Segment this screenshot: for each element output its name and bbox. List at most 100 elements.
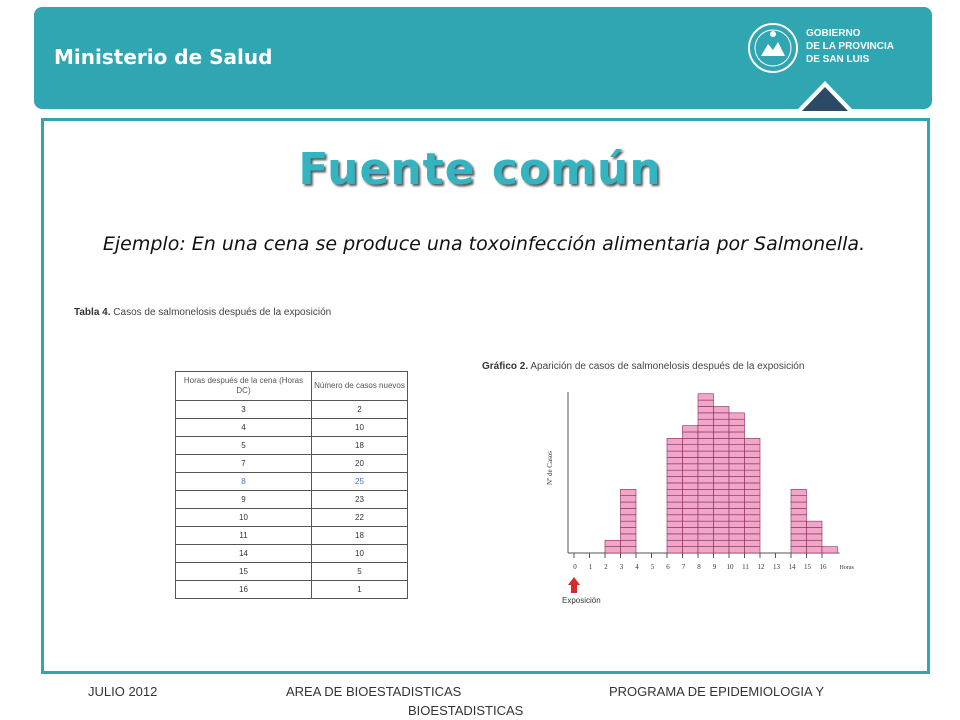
case-cell [697, 393, 714, 401]
case-cell [713, 520, 730, 528]
case-cell [682, 425, 699, 433]
case-cell [713, 431, 730, 439]
gov-line-2: DE LA PROVINCIA [806, 41, 894, 52]
case-cell [666, 476, 683, 484]
case-cell [713, 418, 730, 426]
footer-date: JULIO 2012 [88, 684, 158, 699]
table-cell-hours: 10 [175, 508, 312, 527]
case-cell [666, 514, 683, 522]
case-cell [713, 469, 730, 477]
case-cell [744, 482, 761, 490]
table-cell-cases: 20 [311, 454, 408, 473]
case-cell [713, 539, 730, 547]
table-header-row: Horas después de la cena (Horas DC) Núme… [175, 371, 408, 401]
case-cell [682, 546, 699, 554]
case-cell [620, 533, 637, 541]
case-cell [728, 457, 745, 465]
case-cell [697, 488, 714, 496]
x-tick-label: 7 [682, 563, 686, 571]
case-cell [728, 476, 745, 484]
x-tick-label: 12 [758, 563, 766, 571]
header-corner-decoration [796, 81, 854, 111]
case-cell [666, 527, 683, 535]
case-cell [744, 533, 761, 541]
table-cell-cases: 5 [311, 562, 408, 581]
chart-caption-text: Aparición de casos de salmonelosis despu… [530, 361, 805, 372]
x-tick-label: 2 [604, 563, 608, 571]
case-cell [666, 539, 683, 547]
case-cell [806, 533, 823, 541]
case-cell [697, 418, 714, 426]
case-cell [790, 539, 807, 547]
case-cell [697, 546, 714, 554]
histogram-bar [604, 539, 621, 554]
case-cell [682, 488, 699, 496]
case-cell [697, 514, 714, 522]
case-cell [713, 412, 730, 420]
case-cell [713, 425, 730, 433]
case-cell [620, 501, 637, 509]
case-cell [728, 450, 745, 458]
case-cell [697, 463, 714, 471]
case-cell [744, 469, 761, 477]
table-row: 11 18 [175, 526, 408, 545]
case-cell [666, 463, 683, 471]
case-cell [713, 533, 730, 541]
case-cell [744, 457, 761, 465]
case-cell [666, 444, 683, 452]
case-cell [682, 438, 699, 446]
table-cell-hours: 16 [175, 580, 312, 599]
case-cell [713, 438, 730, 446]
case-cell [744, 514, 761, 522]
table-cell-cases: 1 [311, 580, 408, 599]
case-cell [713, 501, 730, 509]
case-cell [666, 501, 683, 509]
case-cell [697, 431, 714, 439]
case-cell [806, 527, 823, 535]
case-cell [697, 508, 714, 516]
case-cell [697, 399, 714, 407]
case-cell [713, 450, 730, 458]
case-cell [620, 495, 637, 503]
case-cell [744, 520, 761, 528]
case-cell [728, 539, 745, 547]
histogram-bar [790, 488, 807, 554]
x-tick-label: 11 [742, 563, 749, 571]
table-cell-cases: 25 [311, 472, 408, 491]
case-cell [728, 495, 745, 503]
header-banner: Ministerio de Salud GOBIERNO DE LA PROVI… [34, 7, 932, 111]
table-cell-cases: 18 [311, 436, 408, 455]
case-cell [821, 546, 838, 554]
case-cell [620, 520, 637, 528]
case-cell [744, 444, 761, 452]
case-cell [666, 546, 683, 554]
histogram-bar [821, 546, 838, 554]
case-cell [620, 527, 637, 535]
histogram-bar [744, 438, 761, 554]
case-cell [666, 482, 683, 490]
table-cell-cases: 23 [311, 490, 408, 509]
case-cell [744, 495, 761, 503]
case-cell [604, 539, 621, 547]
case-cell [666, 450, 683, 458]
case-cell [713, 476, 730, 484]
x-tick-label: 9 [713, 563, 717, 571]
case-cell [790, 495, 807, 503]
case-cell [682, 539, 699, 547]
table-row: 8 25 [175, 472, 408, 491]
case-cell [806, 520, 823, 528]
exposure-label: Exposición [562, 596, 601, 605]
cases-table: Horas después de la cena (Horas DC) Núme… [175, 371, 408, 599]
case-cell [620, 508, 637, 516]
y-axis-label: Nº de Casos [546, 451, 554, 485]
x-tick-label: 1 [589, 563, 593, 571]
case-cell [682, 444, 699, 452]
case-cell [620, 488, 637, 496]
case-cell [682, 482, 699, 490]
table-body: 3 2 4 10 5 18 7 20 8 25 9 23 10 22 11 18 14 10 15 5 16 1 [175, 400, 408, 599]
footer-area-continued: BIOESTADISTICAS [408, 703, 524, 718]
case-cell [697, 444, 714, 452]
case-cell [697, 495, 714, 503]
